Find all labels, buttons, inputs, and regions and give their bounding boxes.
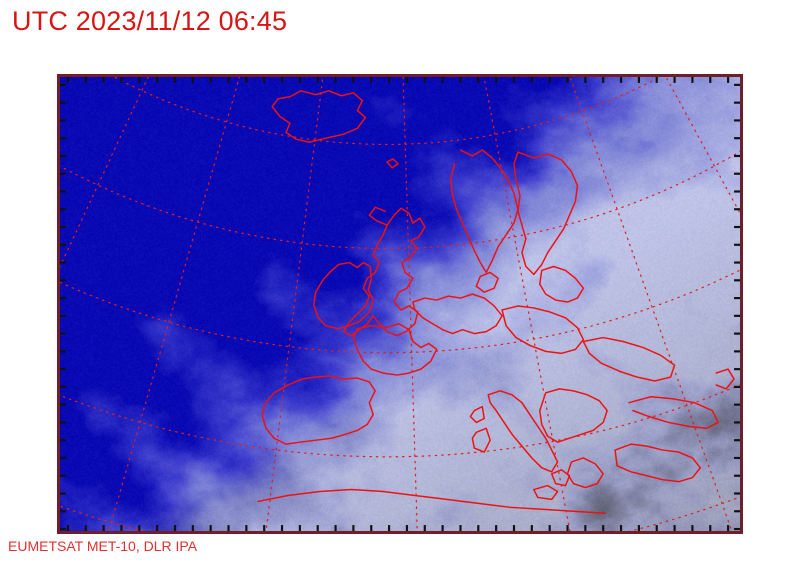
satellite-image-frame[interactable]	[57, 74, 743, 534]
satellite-image-canvas[interactable]	[60, 77, 740, 531]
timestamp-label: UTC 2023/11/12 06:45	[12, 6, 288, 36]
credit-label: EUMETSAT MET-10, DLR IPA	[8, 538, 198, 554]
